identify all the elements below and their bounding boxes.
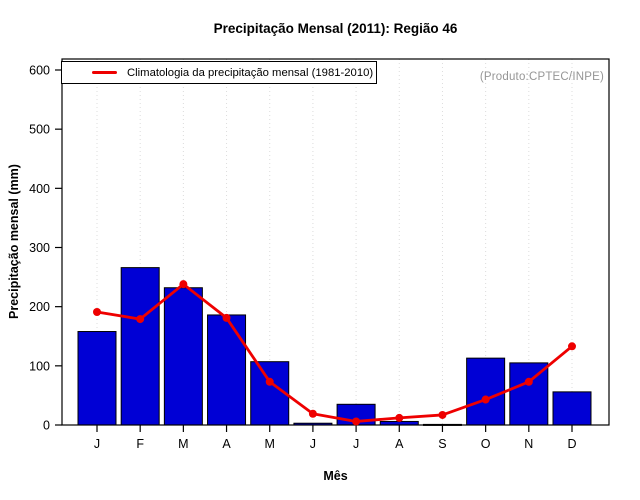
- y-tick-label-300: 300: [29, 241, 50, 255]
- climatology-point-J1: [93, 307, 101, 316]
- climatology-point-M5: [265, 377, 274, 386]
- bar-D12: [552, 391, 592, 426]
- bar-J1: [77, 331, 117, 426]
- climatology-point-J6: [308, 409, 317, 418]
- bar-M3: [163, 287, 203, 426]
- x-tick-label-5: M: [265, 437, 275, 451]
- x-tick-label-6: J: [310, 437, 316, 451]
- x-tick-label-11: N: [524, 437, 533, 451]
- x-tick-label-9: S: [438, 437, 446, 451]
- x-tick-label-4: A: [222, 437, 231, 451]
- bar-M5: [250, 361, 290, 426]
- x-tick-label-8: A: [395, 437, 404, 451]
- legend-label: Climatologia da precipitação mensal (198…: [127, 66, 374, 79]
- plot-border: [61, 58, 610, 426]
- climatology-point-D12: [568, 342, 576, 351]
- x-tick-label-2: F: [136, 437, 144, 451]
- climatology-point-N11: [524, 377, 533, 386]
- chart-title: Precipitação Mensal (2011): Região 46: [213, 21, 458, 36]
- x-tick-label-10: O: [481, 437, 491, 451]
- climatology-point-A8: [395, 413, 404, 422]
- y-tick-label-100: 100: [29, 359, 50, 373]
- source-credit: (Produto:CPTEC/INPE): [479, 71, 604, 83]
- bar-N11: [509, 362, 549, 426]
- y-tick-label-400: 400: [29, 182, 50, 196]
- x-tick-label-12: D: [567, 437, 576, 451]
- climatology-point-A4: [222, 313, 231, 322]
- legend-line-swatch: [92, 71, 117, 74]
- bar-F2: [120, 267, 160, 426]
- bar-O10: [466, 357, 506, 426]
- climatology-point-S9: [438, 410, 447, 419]
- y-tick-label-0: 0: [43, 419, 50, 433]
- y-tick-label-200: 200: [29, 300, 50, 314]
- bar-A4: [207, 314, 247, 426]
- climatology-point-F2: [136, 315, 145, 324]
- x-tick-label-3: M: [178, 437, 188, 451]
- x-tick-label-1: J: [94, 437, 100, 451]
- climatology-point-O10: [481, 395, 490, 404]
- y-tick-label-500: 500: [29, 123, 50, 137]
- legend: Climatologia da precipitação mensal (198…: [61, 61, 377, 84]
- climatology-point-M3: [179, 280, 188, 289]
- y-tick-label-600: 600: [29, 64, 50, 78]
- climatology-line: [95, 282, 574, 423]
- climatology-point-J7: [352, 417, 361, 426]
- x-tick-label-7: J: [353, 437, 359, 451]
- x-axis-title: Mês: [323, 469, 348, 483]
